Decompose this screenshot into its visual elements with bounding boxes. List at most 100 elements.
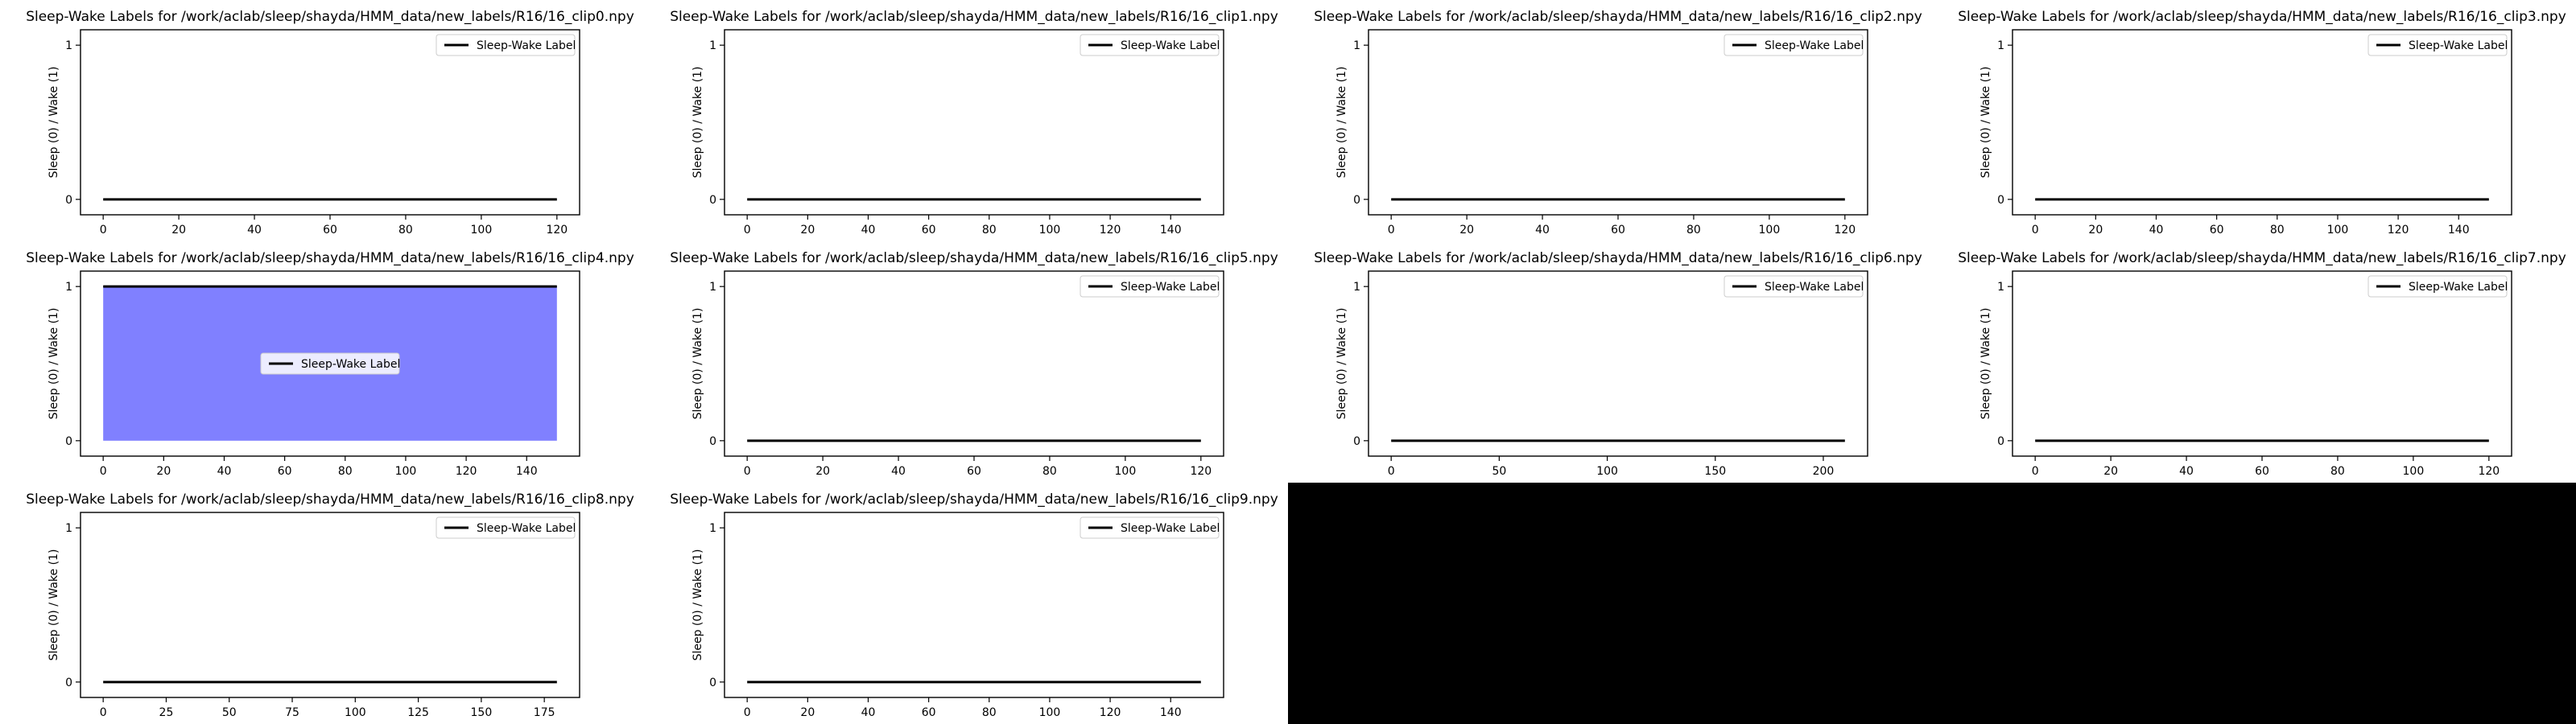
x-tick-label: 0 <box>2032 224 2039 237</box>
x-tick-label: 0 <box>100 224 107 237</box>
x-tick-label: 80 <box>1686 224 1701 237</box>
legend-label: Sleep-Wake Label <box>1121 39 1220 52</box>
y-axis-label: Sleep (0) / Wake (1) <box>1335 308 1348 420</box>
subplot-8: Sleep-Wake Labels for /work/aclab/sleep/… <box>26 492 634 719</box>
legend-box <box>260 352 400 375</box>
x-tick-label: 40 <box>247 224 262 237</box>
x-tick-label: 150 <box>471 706 493 719</box>
legend-box <box>1724 275 1864 298</box>
x-tick-label: 175 <box>534 706 555 719</box>
legend-box <box>436 516 576 539</box>
x-tick-label: 120 <box>546 224 568 237</box>
x-tick-label: 20 <box>800 706 815 719</box>
x-tick-label: 120 <box>1100 224 1121 237</box>
chart-title: Sleep-Wake Labels for /work/aclab/sleep/… <box>1958 9 2566 25</box>
subplot-2: Sleep-Wake Labels for /work/aclab/sleep/… <box>1314 9 1922 237</box>
subplot-5: Sleep-Wake Labels for /work/aclab/sleep/… <box>670 250 1278 478</box>
x-tick-label: 40 <box>2179 465 2194 478</box>
chart-title: Sleep-Wake Labels for /work/aclab/sleep/… <box>1958 250 2566 266</box>
x-tick-label: 120 <box>1100 706 1121 719</box>
y-tick-label: 0 <box>709 435 716 448</box>
x-tick-label: 120 <box>456 465 477 478</box>
y-tick-label: 0 <box>65 194 72 207</box>
y-tick-label: 0 <box>65 435 72 448</box>
axes-frame <box>724 270 1224 457</box>
legend-box <box>1080 275 1220 298</box>
x-tick-label: 60 <box>278 465 292 478</box>
x-tick-label: 150 <box>1704 465 1726 478</box>
x-tick-label: 100 <box>1115 465 1137 478</box>
y-tick-label: 1 <box>65 522 72 535</box>
y-tick-label: 1 <box>1997 39 2004 52</box>
axes-frame <box>80 512 580 698</box>
y-tick-label: 1 <box>1353 281 1360 294</box>
x-tick-label: 100 <box>395 465 417 478</box>
x-tick-label: 0 <box>744 465 751 478</box>
legend-label: Sleep-Wake Label <box>1121 522 1220 535</box>
empty-black-region <box>1288 483 2576 724</box>
chart-title: Sleep-Wake Labels for /work/aclab/sleep/… <box>670 9 1278 25</box>
y-tick-label: 1 <box>709 522 716 535</box>
subplot-0: Sleep-Wake Labels for /work/aclab/sleep/… <box>26 9 634 237</box>
x-tick-label: 60 <box>922 706 936 719</box>
legend-box <box>436 34 576 56</box>
chart-title: Sleep-Wake Labels for /work/aclab/sleep/… <box>1314 250 1922 266</box>
y-tick-label: 1 <box>1353 39 1360 52</box>
y-tick-label: 1 <box>709 281 716 294</box>
x-tick-label: 20 <box>815 465 830 478</box>
x-tick-label: 20 <box>1459 224 1474 237</box>
x-tick-label: 120 <box>1834 224 1856 237</box>
legend-label: Sleep-Wake Label <box>1121 281 1220 294</box>
x-tick-label: 100 <box>471 224 493 237</box>
x-tick-label: 100 <box>1039 224 1061 237</box>
y-tick-label: 0 <box>1997 435 2004 448</box>
x-tick-label: 0 <box>2032 465 2039 478</box>
x-tick-label: 100 <box>1596 465 1618 478</box>
x-tick-label: 80 <box>1042 465 1057 478</box>
y-axis-label: Sleep (0) / Wake (1) <box>47 308 60 420</box>
x-tick-label: 0 <box>744 706 751 719</box>
x-tick-label: 100 <box>1759 224 1781 237</box>
x-tick-label: 20 <box>171 224 186 237</box>
x-tick-label: 75 <box>285 706 299 719</box>
legend-label: Sleep-Wake Label <box>301 358 400 371</box>
y-tick-label: 0 <box>1353 194 1360 207</box>
y-tick-label: 0 <box>1997 194 2004 207</box>
legend-box <box>1080 34 1220 56</box>
x-tick-label: 80 <box>2330 465 2345 478</box>
x-tick-label: 60 <box>1611 224 1625 237</box>
x-tick-label: 120 <box>2388 224 2409 237</box>
x-tick-label: 80 <box>982 224 997 237</box>
x-tick-label: 100 <box>1039 706 1061 719</box>
axes-frame <box>80 29 580 216</box>
x-tick-label: 120 <box>1190 465 1212 478</box>
x-tick-label: 140 <box>1160 706 1182 719</box>
x-tick-label: 80 <box>2270 224 2285 237</box>
x-tick-label: 0 <box>1388 224 1395 237</box>
x-tick-label: 100 <box>2403 465 2425 478</box>
y-tick-label: 1 <box>65 39 72 52</box>
x-tick-label: 20 <box>156 465 171 478</box>
x-tick-label: 80 <box>338 465 353 478</box>
legend: Sleep-Wake Label <box>1724 275 1864 298</box>
x-tick-label: 0 <box>744 224 751 237</box>
legend: Sleep-Wake Label <box>436 516 576 539</box>
x-tick-label: 60 <box>2210 224 2224 237</box>
x-tick-label: 60 <box>2255 465 2269 478</box>
x-tick-label: 0 <box>1388 465 1395 478</box>
y-axis-label: Sleep (0) / Wake (1) <box>1979 67 1992 179</box>
chart-title: Sleep-Wake Labels for /work/aclab/sleep/… <box>26 9 634 25</box>
x-tick-label: 20 <box>2088 224 2103 237</box>
subplot-7: Sleep-Wake Labels for /work/aclab/sleep/… <box>1958 250 2566 478</box>
legend-box <box>1724 34 1864 56</box>
axes-frame <box>1368 29 1868 216</box>
x-tick-label: 100 <box>345 706 366 719</box>
y-tick-label: 0 <box>709 677 716 689</box>
chart-title: Sleep-Wake Labels for /work/aclab/sleep/… <box>26 492 634 508</box>
legend: Sleep-Wake Label <box>1080 34 1220 56</box>
legend-label: Sleep-Wake Label <box>2409 281 2508 294</box>
x-tick-label: 60 <box>922 224 936 237</box>
legend: Sleep-Wake Label <box>1080 516 1220 539</box>
y-tick-label: 1 <box>709 39 716 52</box>
